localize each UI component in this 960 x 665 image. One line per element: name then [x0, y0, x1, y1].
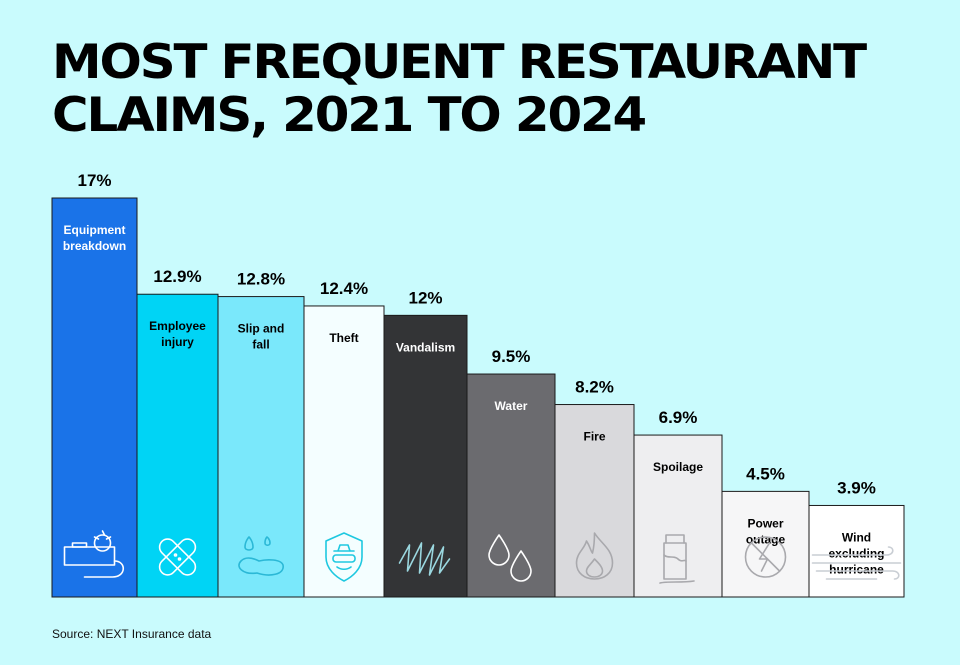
value-label-equipment-breakdown: 17% [77, 171, 111, 190]
value-label-spoilage: 6.9% [659, 408, 698, 427]
water-drops-icon [488, 534, 532, 582]
bar-spoilage [633, 434, 723, 598]
category-label-employee-injury: injury [161, 335, 194, 349]
bar-vandalism [383, 314, 468, 598]
category-label-power-outage: Power [747, 516, 783, 530]
burglar-shield-icon [325, 532, 363, 582]
category-label-slip-and-fall: Slip and [238, 322, 285, 336]
value-label-vandalism: 12% [408, 288, 442, 307]
category-label-power-outage: outage [746, 532, 786, 546]
category-label-wind-excluding-hurricane: hurricane [829, 562, 884, 576]
source-note: Source: NEXT Insurance data [52, 627, 212, 641]
category-label-slip-and-fall: fall [252, 338, 269, 352]
flame-icon [575, 532, 614, 580]
bar-slip-and-fall [217, 296, 305, 598]
value-label-fire: 8.2% [575, 378, 614, 397]
value-label-power-outage: 4.5% [746, 464, 785, 483]
category-label-water: Water [495, 399, 528, 413]
bar-equipment-breakdown [51, 197, 138, 598]
spoiled-carton-icon [659, 534, 695, 584]
category-label-equipment-breakdown: breakdown [63, 239, 126, 253]
category-label-vandalism: Vandalism [396, 340, 455, 354]
scribble-icon [398, 542, 451, 576]
value-label-theft: 12.4% [320, 279, 368, 298]
bar-wind-excluding-hurricane [808, 504, 905, 598]
category-label-wind-excluding-hurricane: excluding [828, 546, 884, 560]
value-label-water: 9.5% [492, 347, 531, 366]
bandage-icon [158, 538, 197, 576]
chart-title: MOST FREQUENT RESTAURANT CLAIMS, 2021 TO… [52, 35, 867, 143]
no-power-icon [744, 536, 787, 578]
spill-icon [238, 536, 284, 576]
category-label-theft: Theft [329, 331, 358, 345]
bar-fire [554, 404, 635, 598]
category-label-spoilage: Spoilage [653, 460, 703, 474]
saw-machine-icon [63, 530, 125, 578]
category-label-fire: Fire [583, 430, 605, 444]
value-label-wind-excluding-hurricane: 3.9% [837, 478, 876, 497]
bar-theft [303, 305, 385, 598]
category-label-wind-excluding-hurricane: Wind [842, 530, 871, 544]
wind-lines-icon [811, 546, 902, 580]
category-label-employee-injury: Employee [149, 319, 206, 333]
bar-power-outage [721, 490, 810, 598]
bar-water [466, 373, 556, 598]
value-label-slip-and-fall: 12.8% [237, 270, 285, 289]
category-label-equipment-breakdown: Equipment [64, 223, 126, 237]
value-label-employee-injury: 12.9% [153, 267, 201, 286]
